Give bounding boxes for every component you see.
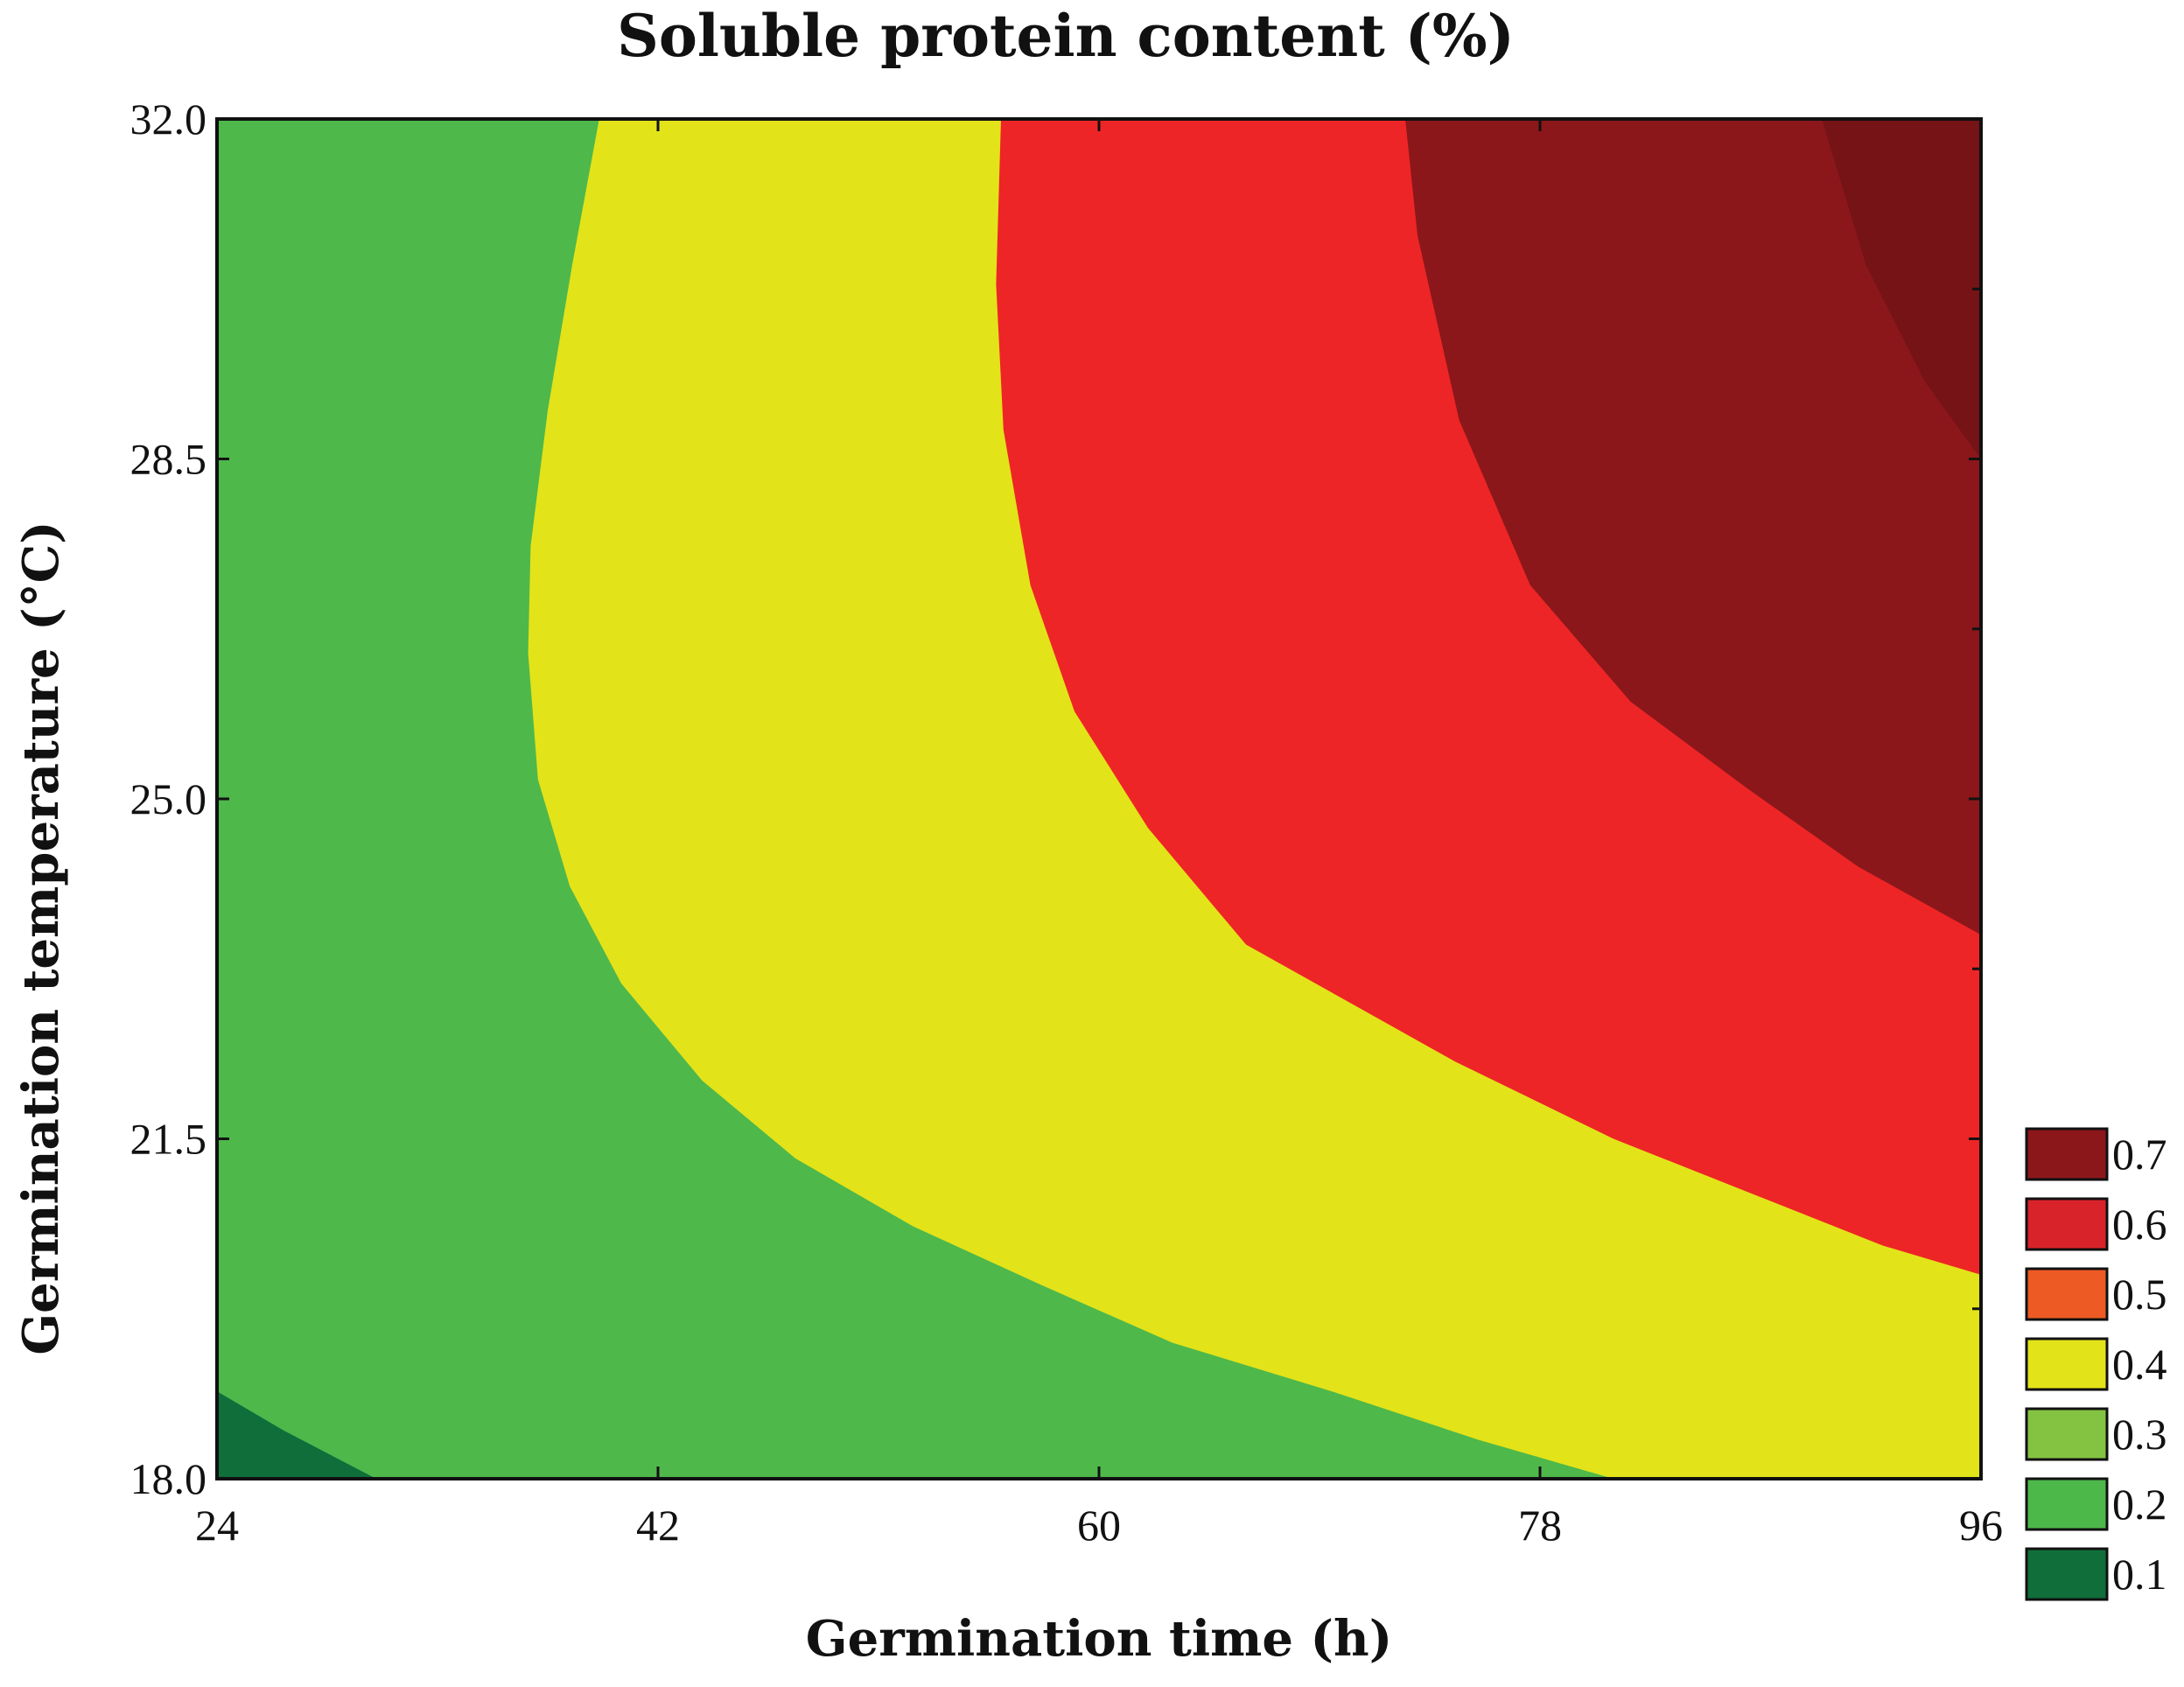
legend-label-1: 0.6 bbox=[2112, 1200, 2167, 1249]
legend-label-4: 0.3 bbox=[2112, 1410, 2167, 1459]
y-tick-label-2: 25.0 bbox=[130, 774, 207, 823]
legend-label-5: 0.2 bbox=[2112, 1480, 2167, 1529]
legend-swatch-0 bbox=[2025, 1127, 2109, 1181]
x-tick-label-2: 60 bbox=[1077, 1501, 1121, 1550]
legend-label-2: 0.5 bbox=[2112, 1270, 2167, 1319]
legend-swatch-6 bbox=[2025, 1547, 2109, 1601]
axis-ticks: 24 42 60 78 96 18.0 21.5 25.0 28.5 32.0 bbox=[130, 94, 2004, 1550]
legend-swatch-3 bbox=[2025, 1337, 2109, 1391]
x-tick-label-0: 24 bbox=[195, 1501, 239, 1550]
legend-label-0: 0.7 bbox=[2112, 1130, 2167, 1179]
y-tick-label-3: 28.5 bbox=[130, 435, 207, 484]
legend-label-3: 0.4 bbox=[2112, 1340, 2167, 1389]
legend-swatch-1 bbox=[2025, 1197, 2109, 1251]
x-tick-label-4: 96 bbox=[1959, 1501, 2003, 1550]
contour-region-3 bbox=[1405, 119, 1981, 935]
legend-swatch-4 bbox=[2025, 1407, 2109, 1461]
legend-swatch-2 bbox=[2025, 1267, 2109, 1321]
legend: 0.7 0.6 0.5 0.4 0.3 0.2 0.1 bbox=[2025, 1127, 2167, 1601]
x-tick-label-3: 78 bbox=[1518, 1501, 1562, 1550]
x-tick-label-1: 42 bbox=[636, 1501, 680, 1550]
chart-title: Soluble protein content (%) bbox=[617, 2, 1515, 70]
y-axis-label: Germination temperature (°C) bbox=[12, 521, 70, 1354]
x-axis-label: Germination time (h) bbox=[806, 1610, 1392, 1668]
y-tick-label-0: 18.0 bbox=[130, 1454, 207, 1503]
contour-region-5 bbox=[217, 1391, 376, 1479]
contour-region-4 bbox=[1822, 119, 1981, 459]
y-tick-label-4: 32.0 bbox=[130, 94, 207, 144]
y-tick-label-1: 21.5 bbox=[130, 1115, 207, 1164]
contour-regions bbox=[217, 119, 1981, 1479]
legend-swatch-5 bbox=[2025, 1477, 2109, 1531]
legend-label-6: 0.1 bbox=[2112, 1550, 2167, 1599]
